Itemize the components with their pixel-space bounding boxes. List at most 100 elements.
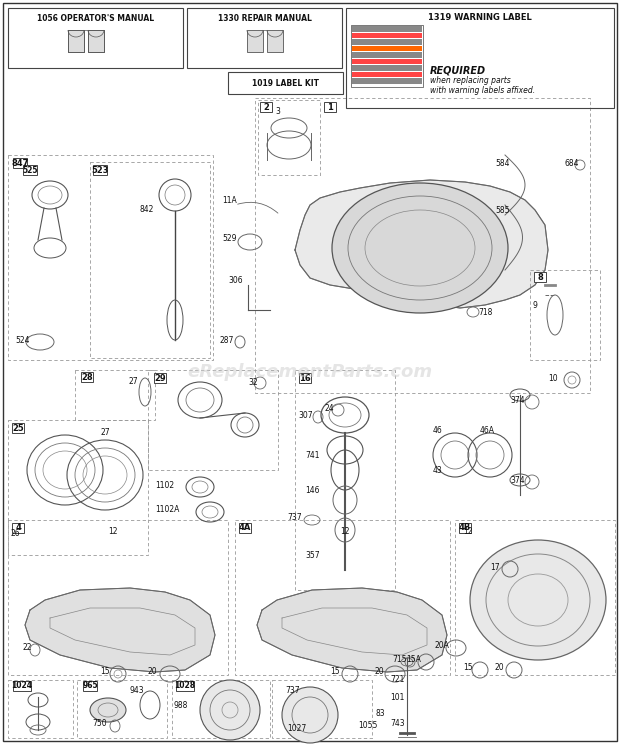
Text: 750: 750 xyxy=(92,719,107,728)
Bar xyxy=(68,30,84,52)
Text: 524: 524 xyxy=(15,336,30,344)
Text: 1102A: 1102A xyxy=(155,505,179,515)
Ellipse shape xyxy=(90,698,126,722)
Bar xyxy=(148,370,278,470)
Bar xyxy=(154,373,166,383)
Bar xyxy=(24,165,37,175)
Text: 1330 REPAIR MANUAL: 1330 REPAIR MANUAL xyxy=(218,14,312,23)
Text: 26: 26 xyxy=(10,530,20,539)
Text: with warning labels affixed.: with warning labels affixed. xyxy=(430,86,535,95)
Text: 721: 721 xyxy=(390,676,404,684)
Text: 584: 584 xyxy=(495,158,510,167)
Text: 20: 20 xyxy=(148,667,157,676)
Bar xyxy=(352,71,422,77)
Bar xyxy=(247,30,263,52)
Text: 15: 15 xyxy=(100,667,110,676)
Text: 737: 737 xyxy=(285,686,299,695)
Bar xyxy=(352,59,422,64)
Text: 10: 10 xyxy=(548,373,557,382)
Bar xyxy=(267,30,283,52)
Bar xyxy=(8,520,228,675)
Text: 1056 OPERATOR'S MANUAL: 1056 OPERATOR'S MANUAL xyxy=(37,14,154,23)
Text: when replacing parts: when replacing parts xyxy=(430,76,511,85)
Ellipse shape xyxy=(332,183,508,313)
Text: 1028: 1028 xyxy=(174,682,195,690)
Text: 11A: 11A xyxy=(222,196,237,205)
Bar xyxy=(351,25,423,86)
Bar xyxy=(8,8,183,68)
Bar xyxy=(295,370,395,590)
Bar xyxy=(88,30,104,52)
Bar xyxy=(8,680,73,738)
Bar xyxy=(12,523,24,533)
Bar xyxy=(260,102,272,112)
Text: 307: 307 xyxy=(298,411,312,420)
Ellipse shape xyxy=(282,687,338,743)
Bar xyxy=(8,155,213,360)
Bar xyxy=(77,680,167,738)
Text: 943: 943 xyxy=(130,686,144,695)
Bar xyxy=(12,423,24,433)
Text: 1102: 1102 xyxy=(155,481,174,490)
Text: 22: 22 xyxy=(22,644,32,652)
Text: 2: 2 xyxy=(263,103,269,112)
Bar xyxy=(75,370,155,420)
Text: 16: 16 xyxy=(299,373,311,382)
Text: 842: 842 xyxy=(140,205,154,214)
Bar xyxy=(530,270,600,360)
Text: REQUIRED: REQUIRED xyxy=(430,65,486,75)
Text: 12: 12 xyxy=(340,527,350,536)
Text: 287: 287 xyxy=(220,336,234,344)
Bar xyxy=(352,52,422,57)
Bar xyxy=(90,162,210,358)
Text: 101: 101 xyxy=(390,693,404,702)
Bar xyxy=(352,45,422,51)
Bar xyxy=(13,681,31,691)
Text: 684: 684 xyxy=(565,158,580,167)
Text: 12: 12 xyxy=(463,527,472,536)
Text: 523: 523 xyxy=(91,165,108,175)
Text: 15: 15 xyxy=(330,667,340,676)
Bar xyxy=(83,681,97,691)
Bar xyxy=(352,65,422,71)
Polygon shape xyxy=(257,588,447,672)
Bar xyxy=(534,272,546,282)
Bar xyxy=(299,373,311,383)
Bar xyxy=(239,523,251,533)
Text: 15: 15 xyxy=(463,664,472,673)
Text: 847: 847 xyxy=(11,158,29,167)
Ellipse shape xyxy=(470,540,606,660)
Text: 46A: 46A xyxy=(480,426,495,434)
Bar xyxy=(324,102,336,112)
Text: 146: 146 xyxy=(305,486,319,495)
Text: 374: 374 xyxy=(510,396,525,405)
Bar xyxy=(352,78,422,83)
Bar xyxy=(352,33,422,38)
Text: 27: 27 xyxy=(100,428,110,437)
Bar xyxy=(13,158,27,168)
Text: 1024: 1024 xyxy=(12,682,32,690)
Bar xyxy=(187,8,342,68)
Text: 743: 743 xyxy=(390,719,405,728)
Text: 718: 718 xyxy=(478,307,492,316)
Bar xyxy=(228,72,343,94)
Bar xyxy=(176,681,194,691)
Text: 9: 9 xyxy=(533,301,538,310)
Text: 24: 24 xyxy=(325,403,335,412)
Ellipse shape xyxy=(200,680,260,740)
Text: 1019 LABEL KIT: 1019 LABEL KIT xyxy=(252,79,319,88)
Text: 585: 585 xyxy=(495,205,510,214)
Text: 741: 741 xyxy=(305,451,319,460)
Text: 20: 20 xyxy=(375,667,384,676)
Text: 27: 27 xyxy=(128,377,138,386)
Text: 32: 32 xyxy=(248,378,258,387)
Bar xyxy=(8,420,148,555)
Text: 3: 3 xyxy=(275,107,280,116)
Text: 17: 17 xyxy=(490,562,500,571)
Bar xyxy=(346,8,614,108)
Text: 715: 715 xyxy=(392,655,407,664)
Text: 1319 WARNING LABEL: 1319 WARNING LABEL xyxy=(428,13,532,22)
Text: 4: 4 xyxy=(15,524,21,533)
Text: 374: 374 xyxy=(510,475,525,484)
Text: 28: 28 xyxy=(81,373,93,382)
